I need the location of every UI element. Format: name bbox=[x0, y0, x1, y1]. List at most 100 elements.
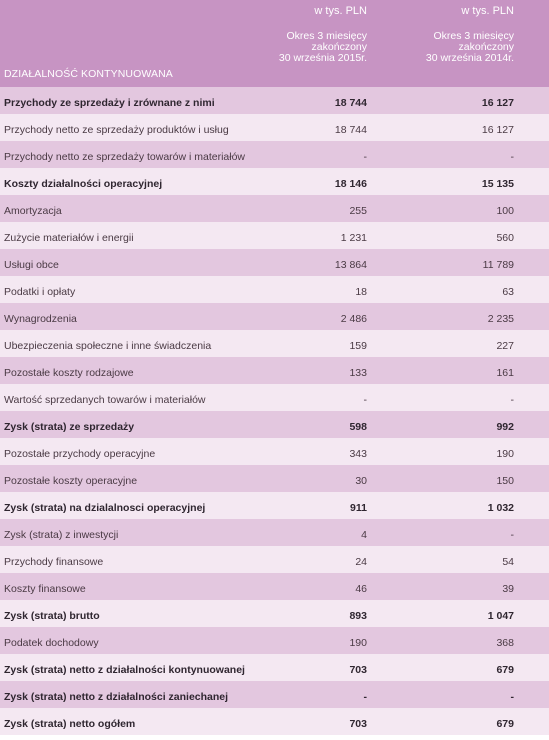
table-row: Pozostałe przychody operacyjne 343 190 bbox=[0, 438, 549, 465]
table-row: Wartość sprzedanych towarów i materiałów… bbox=[0, 384, 549, 411]
row-label: Zysk (strata) z inwestycji bbox=[4, 529, 119, 541]
table-row: Koszty działalności operacyjnej 18 146 15 … bbox=[0, 168, 549, 195]
value-2014: 11 789 bbox=[482, 259, 514, 271]
value-2014: 992 bbox=[496, 421, 514, 433]
table-header: w tys. PLN Okres 3 miesięcy zakończony 3… bbox=[0, 0, 549, 87]
table-row: Usługi obce 13 864 11 789 bbox=[0, 249, 549, 276]
table-row: Zysk (strata) brutto 893 1 047 bbox=[0, 600, 549, 627]
row-label: Amortyzacja bbox=[4, 205, 62, 217]
table-row: Zysk (strata) z inwestycji 4 - bbox=[0, 519, 549, 546]
value-2015: 30 bbox=[355, 475, 367, 487]
row-label: Przychody finansowe bbox=[4, 556, 104, 568]
value-2015: 46 bbox=[355, 583, 367, 595]
table-row: Zużycie materiałów i energii 1 231 560 bbox=[0, 222, 549, 249]
value-2014: 227 bbox=[496, 340, 514, 352]
value-2014: - bbox=[510, 529, 515, 541]
value-2015: 18 bbox=[355, 286, 367, 298]
value-2015: 133 bbox=[349, 367, 367, 379]
table-row: Pozostałe koszty operacyjne 30 150 bbox=[0, 465, 549, 492]
period-line-2014-1: Okres 3 miesięcy bbox=[433, 30, 514, 42]
table-row: Przychody netto ze sprzedaży produktów i… bbox=[0, 114, 549, 141]
value-2015: - bbox=[363, 394, 368, 406]
value-2014: 2 235 bbox=[487, 313, 514, 325]
value-2014: 100 bbox=[496, 205, 514, 217]
table-row: Przychody finansowe 24 54 bbox=[0, 546, 549, 573]
period-line-2014-3: 30 września 2014r. bbox=[425, 52, 514, 64]
row-label: Pozostałe koszty rodzajowe bbox=[4, 367, 134, 379]
header-column-2015: w tys. PLN Okres 3 miesięcy zakończony 3… bbox=[279, 6, 367, 64]
table-row: Zysk (strata) netto z działalności konty… bbox=[0, 654, 549, 681]
value-2014: 560 bbox=[496, 232, 514, 244]
row-label: Zysk (strata) brutto bbox=[4, 610, 100, 622]
row-label: Zysk (strata) netto ogółem bbox=[4, 718, 136, 730]
value-2014: 679 bbox=[496, 718, 514, 730]
period-line-2015-3: 30 września 2015r. bbox=[278, 52, 367, 64]
row-label: Podatki i opłaty bbox=[4, 286, 76, 298]
row-label: Zysk (strata) ze sprzedaży bbox=[4, 421, 135, 433]
table-row: Przychody netto ze sprzedaży towarów i m… bbox=[0, 141, 549, 168]
value-2015: 598 bbox=[349, 421, 367, 433]
table-row: Zysk (strata) netto ogółem 703 679 bbox=[0, 708, 549, 735]
table-row: Ubezpieczenia społeczne i inne świadczen… bbox=[0, 330, 549, 357]
row-label: Wynagrodzenia bbox=[4, 313, 77, 325]
row-label: Pozostałe koszty operacyjne bbox=[4, 475, 138, 487]
table-row: Amortyzacja 255 100 bbox=[0, 195, 549, 222]
value-2014: 54 bbox=[502, 556, 514, 568]
header-column-2014: w tys. PLN Okres 3 miesięcy zakończony 3… bbox=[426, 6, 514, 64]
value-2014: - bbox=[510, 394, 515, 406]
value-2015: 911 bbox=[350, 502, 367, 514]
value-2015: 159 bbox=[349, 340, 367, 352]
value-2015: 13 864 bbox=[334, 259, 367, 271]
value-2015: - bbox=[363, 691, 368, 703]
period-line-2015-2: zakończony bbox=[311, 41, 367, 53]
value-2015: 18 744 bbox=[334, 97, 367, 109]
value-2015: 703 bbox=[349, 718, 367, 730]
value-2015: 893 bbox=[349, 610, 367, 622]
value-2015: 24 bbox=[355, 556, 367, 568]
value-2015: 343 bbox=[349, 448, 367, 460]
row-label: Koszty działalności operacyjnej bbox=[4, 178, 163, 190]
value-2015: - bbox=[363, 151, 368, 163]
value-2014: 161 bbox=[496, 367, 514, 379]
value-2015: 2 486 bbox=[340, 313, 367, 325]
table-row: Koszty finansowe 46 39 bbox=[0, 573, 549, 600]
value-2014: 190 bbox=[496, 448, 514, 460]
value-2014: 368 bbox=[496, 637, 514, 649]
row-label: Zużycie materiałów i energii bbox=[4, 232, 134, 244]
table-row: Zysk (strata) na dzialalnosci operacyjne… bbox=[0, 492, 549, 519]
value-2015: 190 bbox=[349, 637, 367, 649]
row-label: Zysk (strata) na dzialalnosci operacyjne… bbox=[4, 502, 206, 514]
row-label: Zysk (strata) netto z działalności konty… bbox=[4, 664, 245, 676]
value-2015: 4 bbox=[361, 529, 367, 541]
row-label: Ubezpieczenia społeczne i inne świadczen… bbox=[4, 340, 212, 352]
unit-label-2014: w tys. PLN bbox=[461, 5, 514, 17]
value-2015: 255 bbox=[349, 205, 367, 217]
value-2014: 1 047 bbox=[487, 610, 514, 622]
row-label: Przychody ze sprzedaży i zrównane z nimi bbox=[4, 97, 215, 109]
row-label: Wartość sprzedanych towarów i materiałów bbox=[4, 394, 206, 406]
table-row: Zysk (strata) netto z działalności zanie… bbox=[0, 681, 549, 708]
table-row: Zysk (strata) ze sprzedaży 598 992 bbox=[0, 411, 549, 438]
row-label: Usługi obce bbox=[4, 259, 59, 271]
row-label: Zysk (strata) netto z działalności zanie… bbox=[4, 691, 229, 703]
value-2014: 679 bbox=[496, 664, 514, 676]
table-row: Podatek dochodowy 190 368 bbox=[0, 627, 549, 654]
row-label: Przychody netto ze sprzedaży towarów i m… bbox=[4, 151, 246, 163]
section-label: DZIAŁALNOŚĆ KONTYNUOWANA bbox=[4, 68, 173, 80]
table-row: Podatki i opłaty 18 63 bbox=[0, 276, 549, 303]
table-row: Przychody ze sprzedaży i zrównane z nimi… bbox=[0, 87, 549, 114]
value-2015: 18 146 bbox=[334, 178, 367, 190]
value-2014: - bbox=[510, 151, 515, 163]
value-2015: 1 231 bbox=[340, 232, 367, 244]
period-line-2014-2: zakończony bbox=[458, 41, 514, 53]
table-body: Przychody ze sprzedaży i zrównane z nimi… bbox=[0, 87, 549, 735]
row-label: Koszty finansowe bbox=[4, 583, 86, 595]
value-2014: 16 127 bbox=[481, 97, 514, 109]
value-2014: 150 bbox=[496, 475, 514, 487]
period-line-2015-1: Okres 3 miesięcy bbox=[286, 30, 367, 42]
row-label: Pozostałe przychody operacyjne bbox=[4, 448, 156, 460]
value-2014: 15 135 bbox=[481, 178, 514, 190]
table-row: Wynagrodzenia 2 486 2 235 bbox=[0, 303, 549, 330]
value-2014: - bbox=[510, 691, 515, 703]
value-2014: 63 bbox=[502, 286, 514, 298]
